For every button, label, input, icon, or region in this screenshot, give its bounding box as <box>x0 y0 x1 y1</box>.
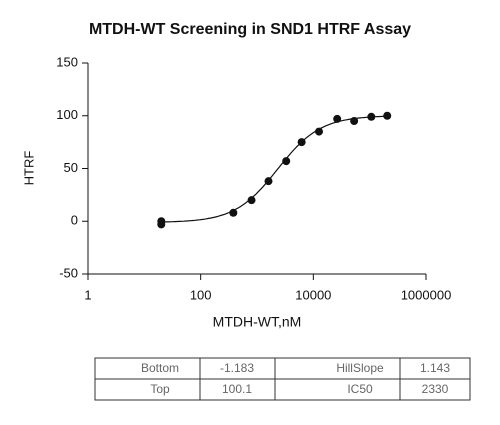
y-tick-label: 50 <box>64 160 78 175</box>
table-cell: Bottom <box>141 361 179 375</box>
fit-curve <box>161 115 388 223</box>
y-axis-label: HTRF <box>21 151 36 186</box>
table-cell: -1.183 <box>220 361 254 375</box>
data-point <box>229 208 238 217</box>
table-cell: 2330 <box>422 382 449 396</box>
y-tick-label: -50 <box>59 265 78 280</box>
data-point <box>264 177 273 186</box>
data-point <box>383 111 392 120</box>
data-point <box>333 114 342 123</box>
data-point <box>297 138 306 147</box>
x-axis-label: MTDH-WT,nM <box>213 314 302 330</box>
data-point <box>367 112 376 121</box>
table-cell: 100.1 <box>222 382 252 396</box>
data-point <box>282 157 291 166</box>
data-point <box>350 117 359 126</box>
table-cell: HillSlope <box>336 361 384 375</box>
y-tick-label: 150 <box>56 54 78 69</box>
table-cell: IC50 <box>347 382 373 396</box>
data-point <box>314 127 323 136</box>
data-point <box>157 220 166 229</box>
x-tick-label: 1000000 <box>401 287 452 302</box>
x-tick-label: 10000 <box>295 287 331 302</box>
x-tick-label: 1 <box>84 287 91 302</box>
chart-title: MTDH-WT Screening in SND1 HTRF Assay <box>89 21 411 38</box>
y-tick-label: 100 <box>56 107 78 122</box>
y-tick-label: 0 <box>71 213 78 228</box>
table-cell: 1.143 <box>420 361 450 375</box>
fit-table: Bottom -1.183 HillSlope 1.143 Top 100.1 … <box>94 357 471 401</box>
table-cell: Top <box>150 382 170 396</box>
x-tick-label: 100 <box>190 287 212 302</box>
data-point <box>247 196 256 205</box>
